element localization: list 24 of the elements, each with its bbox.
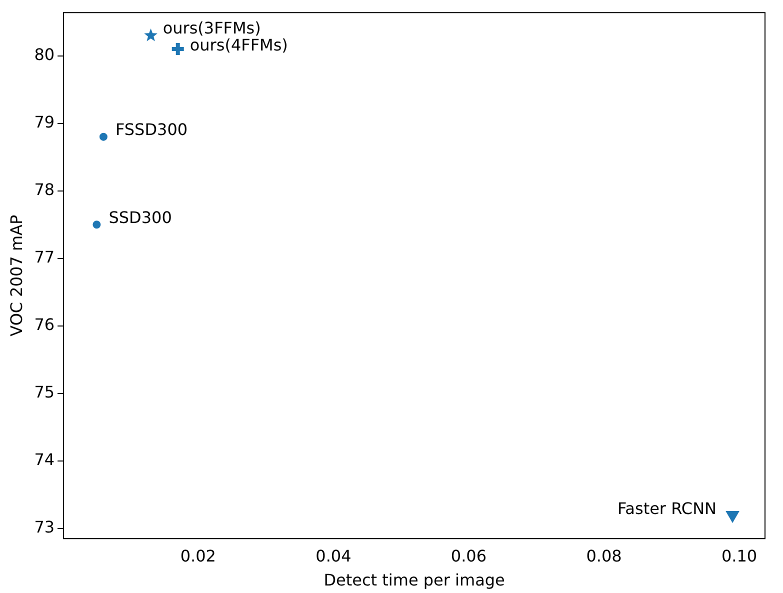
x-tick-label: 0.10 (721, 546, 758, 566)
x-tick-label: 0.06 (450, 546, 487, 566)
annotation: FSSD300 (115, 120, 188, 139)
annotation: ours(3FFMs) (162, 18, 261, 38)
y-tick-label: 75 (34, 382, 55, 402)
x-tick-label: 0.02 (180, 546, 216, 566)
point (726, 510, 740, 522)
y-tick-label: 78 (34, 180, 55, 200)
x-tick-label: 0.04 (316, 546, 352, 566)
y-tick-label: 79 (34, 112, 55, 132)
y-tick-label: 76 (34, 315, 55, 334)
point (144, 28, 158, 42)
y-tick-label: 73 (34, 518, 55, 537)
annotation: SSD300 (108, 208, 172, 227)
x-tick-label: 0.08 (586, 546, 622, 566)
annotation: Faster RCNN (617, 499, 717, 518)
point (99, 132, 108, 141)
y-tick-label: 80 (34, 44, 55, 64)
y-axis-title: VOC 2007 mAP (6, 214, 26, 336)
annotation: ours(4FFMs) (190, 36, 288, 55)
x-axis-title: Detect time per image (324, 570, 505, 590)
y-tick-label: 77 (34, 248, 55, 267)
y-tick-label: 74 (34, 450, 55, 470)
point (92, 220, 101, 229)
